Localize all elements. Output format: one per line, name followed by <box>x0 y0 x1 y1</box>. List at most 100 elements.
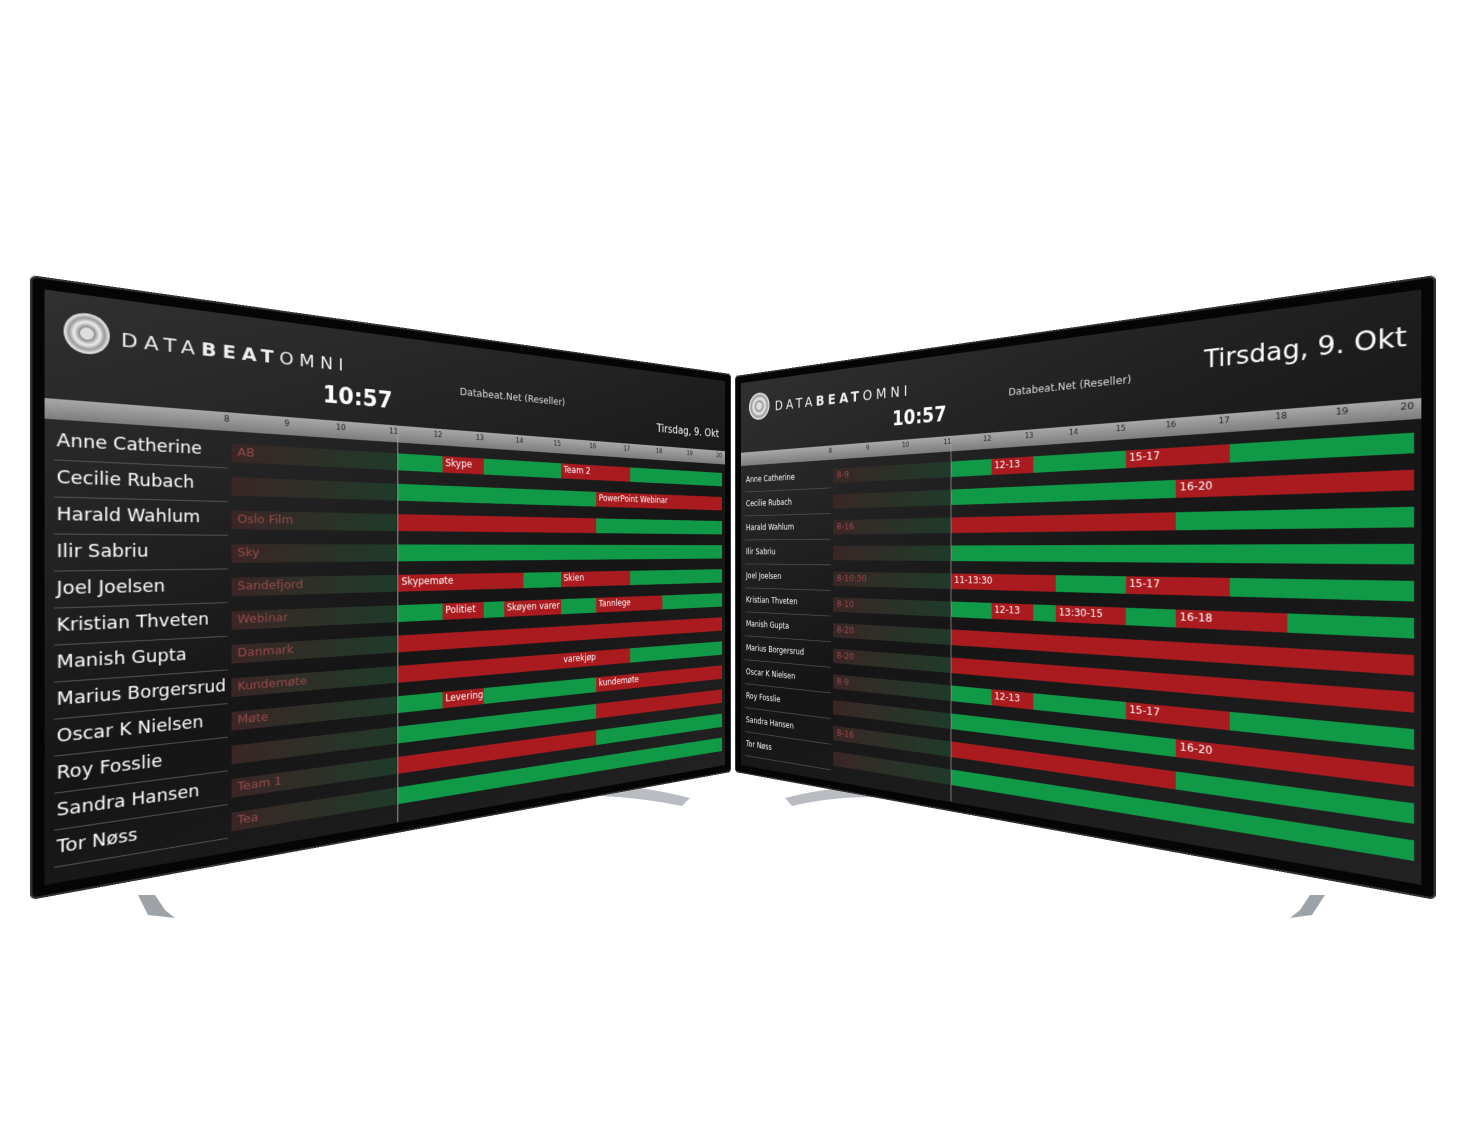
logo-part: DATA <box>121 328 201 360</box>
person-name: Tor Nøss <box>746 739 772 752</box>
past-label: Møte <box>237 710 268 727</box>
schedule-bar: Skøyen varer <box>504 599 561 617</box>
bar-label: 12-13 <box>994 458 1020 471</box>
schedule-bar: Politiet <box>442 602 484 620</box>
schedule-bar <box>398 484 596 507</box>
past-label: Team 1 <box>237 774 281 794</box>
row-line <box>745 659 831 667</box>
schedule-bar <box>1033 451 1125 473</box>
person-name: Roy Fosslie <box>57 751 163 784</box>
person-name: Kristian Thveten <box>746 595 797 607</box>
past-label: Kundemøte <box>237 675 307 694</box>
schedule-bar: 12-13 <box>991 603 1033 621</box>
schedule-bar: 15-17 <box>1126 576 1230 596</box>
schedule-bar <box>484 601 504 618</box>
schedule-bar <box>1287 613 1414 638</box>
hour-label: 18 <box>653 448 662 456</box>
person-name: Anne Catherine <box>746 472 795 484</box>
past-label: AB <box>237 446 254 461</box>
screen: DATABEATOMNI 10:57 Databeat.Net (Reseller)… <box>741 290 1421 885</box>
schedule-bar <box>398 654 561 683</box>
tv: DATABEATOMNI 10:57 Databeat.Net (Reseller)… <box>30 275 731 900</box>
past-slot <box>232 477 397 501</box>
schedule-bar: 13:30-15 <box>1056 605 1126 625</box>
bar-label: Tannlege <box>599 597 631 608</box>
logo-part: OMNI <box>279 346 348 375</box>
hour-label: 8 <box>823 448 832 456</box>
bar-label: 15-17 <box>1129 703 1160 718</box>
schedule-bar <box>596 518 722 534</box>
hour-label: 10 <box>899 441 909 449</box>
hour-label: 12 <box>980 435 991 444</box>
person-name: Joel Joelsen <box>57 577 165 599</box>
hour-label: 9 <box>275 419 290 429</box>
row-line <box>745 611 831 616</box>
past-slot: 8-9 <box>833 462 950 484</box>
hour-label: 9 <box>860 445 870 453</box>
schedule-bar <box>1230 433 1414 463</box>
past-label: Sky <box>237 546 259 560</box>
schedule-bar <box>398 514 596 533</box>
bar-label: Levering <box>445 689 483 704</box>
hour-label: 8 <box>214 414 230 425</box>
past-slot <box>833 751 950 784</box>
bar-label: Skøyen varer <box>507 600 560 613</box>
person-name: Manish Gupta <box>57 645 187 673</box>
hour-label: 13 <box>1021 432 1033 441</box>
person-name: Manish Gupta <box>746 619 789 631</box>
bar-label: Skype <box>445 457 472 470</box>
past-slot: 8-20 <box>833 623 950 645</box>
bar-label: Team 2 <box>563 464 590 476</box>
schedule-bar <box>1033 604 1055 621</box>
schedule-bar: 15-17 <box>1126 444 1230 468</box>
logo-text: DATABEATOMNI <box>775 381 912 414</box>
bar-label: Politiet <box>445 603 475 616</box>
bar-label: varekjøp <box>563 652 595 665</box>
past-label: Oslo Film <box>237 513 293 528</box>
person-name: Roy Fosslie <box>746 691 780 705</box>
past-slot: Sky <box>232 544 397 563</box>
row-line <box>745 513 831 516</box>
row-line <box>745 635 831 642</box>
person-name: Harald Wahlum <box>57 505 201 527</box>
hour-label: 16 <box>587 443 597 451</box>
bar-label: 11-13:30 <box>954 574 992 586</box>
person-name: Kristian Thveten <box>57 610 209 636</box>
bar-label: 12-13 <box>994 690 1020 704</box>
past-slot: Møte <box>232 696 397 730</box>
past-slot: 8-10 <box>833 597 950 617</box>
bar-label: 12-13 <box>994 604 1020 616</box>
schedule-bar <box>398 453 442 472</box>
past-slot: 8-16 <box>833 726 950 757</box>
hour-label: 14 <box>513 437 524 446</box>
logo-part: DATA <box>775 393 816 414</box>
bar-label: 16-20 <box>1180 479 1213 493</box>
hour-label: 10 <box>332 423 346 433</box>
hour-label: 17 <box>1214 416 1230 426</box>
tv: DATABEATOMNI 10:57 Databeat.Net (Reseller)… <box>735 275 1436 900</box>
schedule-bar <box>484 459 561 479</box>
date: Tirsdag, 9. Okt <box>657 421 719 440</box>
bar-label: Skien <box>563 572 584 583</box>
person-name: Sandra Hansen <box>746 715 794 731</box>
past-slot: Sandefjord <box>232 575 397 597</box>
hour-label: 20 <box>1395 402 1414 414</box>
hour-label: 11 <box>385 427 398 436</box>
schedule-bar: 11-13:30 <box>951 573 1055 591</box>
schedule-bar <box>662 593 722 609</box>
logo-part: BEAT <box>201 337 279 368</box>
schedule-bar <box>484 677 596 704</box>
schedule-bar <box>523 572 560 588</box>
schedule-bar <box>951 544 1414 565</box>
hour-label: 15 <box>1112 424 1126 434</box>
schedule-bar: Skype <box>442 456 484 474</box>
logo-part: OMNI <box>863 381 912 404</box>
person-name: Harald Wahlum <box>746 522 794 532</box>
bar-label: Skypemøte <box>401 575 453 588</box>
row-line <box>745 587 831 590</box>
person-name: Oscar K Nielsen <box>746 667 795 681</box>
past-slot: Kundemøte <box>232 666 397 697</box>
bar-label: 16-20 <box>1180 740 1213 757</box>
past-slot: Oslo Film <box>232 511 397 531</box>
date: Tirsdag, 9. Okt <box>1204 322 1407 374</box>
